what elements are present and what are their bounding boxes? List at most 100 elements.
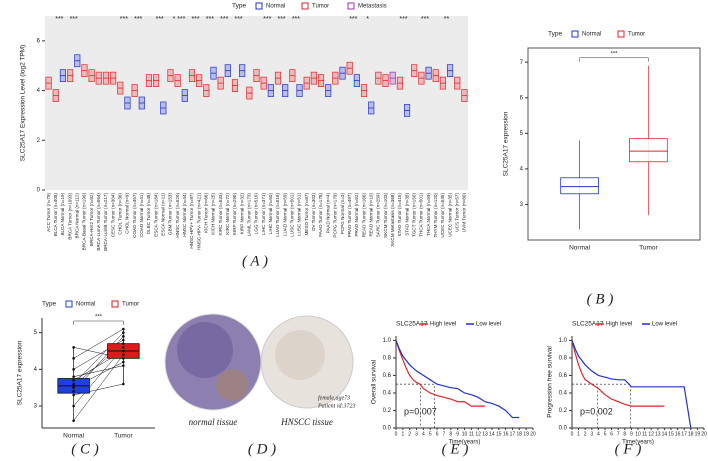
x-tick-label: 20 [701, 431, 707, 437]
point [72, 375, 75, 378]
x-tick-label: KIRC Tumor (n=533) [218, 193, 223, 236]
y-tick-label: 4 [34, 367, 38, 373]
legend-title: SLC25A17 [396, 321, 428, 328]
point [122, 338, 125, 342]
x-tick-label: READ Normal (n=10) [368, 193, 373, 237]
x-tick-label: KIRP Normal (n=32) [239, 193, 244, 235]
x-tick-label: BRCA Tumor (n=1093) [67, 193, 72, 240]
x-tick-label: PAAD Tumor (n=178) [318, 193, 323, 237]
x-tick-label: LUSC Tumor (n=501) [290, 193, 295, 237]
x-tick-label: 6 [610, 431, 613, 437]
y-axis-label: SLC25A17 Expression Level (log2 TPM) [20, 45, 27, 162]
x-tick-label: 13 [482, 431, 488, 437]
tissue-images [164, 313, 354, 411]
legend-label: High level [430, 322, 456, 328]
y-tick-label: 4 [520, 166, 524, 172]
x-tick-label: CHOL Tumor (n=36) [117, 193, 122, 235]
significance: *** [263, 16, 271, 23]
legend-swatch [571, 30, 579, 38]
p-value: p=0.007 [404, 407, 437, 417]
point [122, 360, 125, 364]
x-tick-label: 18 [688, 431, 694, 437]
x-tick-label: LUSC Normal (n=51) [297, 193, 302, 236]
x-tick-label: 15 [496, 431, 502, 437]
x-tick-label: CESC Tumor (n=304) [110, 193, 115, 238]
legend-label: Normal [266, 4, 285, 10]
x-tick-label: LIHC Normal (n=50) [268, 193, 273, 235]
point [122, 349, 125, 353]
x-tick-label: 14 [662, 431, 668, 437]
significance: *** [191, 16, 199, 23]
x-tick-label: PCPG Tumor (n=179) [333, 193, 338, 238]
y-tick-label: 0 [37, 188, 41, 194]
y-tick-label: 1.0 [383, 338, 392, 344]
x-tick-label: SARC Tumor (n=259) [376, 193, 381, 238]
y-tick-label: 6 [37, 38, 41, 44]
x-tick-label: LAML Tumor (n=173) [247, 193, 252, 237]
significance: * [173, 16, 176, 23]
x-tick-label: THCA Tumor (n=501) [419, 193, 424, 237]
x-tick-label: Tumor [114, 433, 133, 440]
x-tick-label: 20 [530, 431, 536, 437]
x-tick-label: 12 [475, 431, 481, 437]
legend-swatch [65, 300, 73, 308]
x-tick-label: 8 [623, 431, 626, 437]
legend-label: High level [606, 322, 632, 328]
y-axis-label: Overall survival [371, 359, 378, 404]
plot-frame [527, 47, 701, 241]
x-tick-label: 18 [517, 431, 523, 437]
legend-label: Low level [652, 322, 677, 328]
point [72, 368, 75, 371]
x-tick-label: TGCT Tumor (n=150) [411, 193, 416, 237]
x-tick-label: Normal [569, 245, 591, 252]
point [122, 335, 125, 338]
x-tick-label: 10 [635, 431, 641, 437]
x-tick-label: 7 [443, 431, 446, 437]
x-tick-label: LUAD Tumor (n=515) [275, 193, 280, 237]
legend-label: Tumor [628, 32, 645, 38]
legend-label: Tumor [122, 302, 139, 308]
legend-label: Normal [76, 302, 95, 308]
point [72, 382, 75, 386]
significance: *** [120, 16, 128, 23]
y-tick-label: 3 [520, 202, 524, 208]
point [72, 384, 75, 388]
x-tick-label: READ Tumor (n=166) [361, 193, 366, 238]
y-tick-label: 6 [520, 95, 524, 101]
x-tick-label: 2 [408, 431, 411, 437]
legend-label: Low level [476, 322, 501, 328]
significance: * [366, 16, 369, 23]
x-tick-label: HNSC-HPV+ Tumor (n=97) [189, 193, 194, 249]
significance: *** [399, 16, 407, 23]
x-tick-label: 17 [681, 431, 687, 437]
y-tick-label: 0.6 [383, 373, 392, 379]
x-tick-label: BRCA-Basal Tumor (n=190) [82, 193, 87, 251]
x-tick-label: PCPG Normal (n=3) [340, 193, 345, 235]
point [122, 346, 125, 349]
x-tick-label: BRCA Normal (n=112) [74, 193, 79, 239]
x-tick-label: OV Tumor (n=303) [311, 193, 316, 232]
x-axis-label: Time(years) [449, 440, 481, 446]
significance: *** [95, 315, 103, 321]
x-tick-label: PRAD Normal (n=52) [354, 193, 359, 237]
x-tick-label: COAD Normal (n=41) [139, 193, 144, 238]
y-tick-label: 1.0 [559, 338, 568, 344]
significance: *** [134, 16, 142, 23]
x-tick-label: 6 [436, 431, 439, 437]
significance: *** [421, 16, 429, 23]
x-tick-label: 1 [401, 431, 404, 437]
x-tick-label: SKCM Metastasis (n=368) [390, 193, 395, 247]
plot-background [45, 16, 468, 190]
x-tick-label: 14 [489, 431, 495, 437]
y-tick-label: 0.8 [383, 355, 392, 361]
y-tick-label: 5 [520, 131, 524, 137]
pair-line [73, 365, 124, 377]
y-tick-label: 0.4 [559, 391, 568, 397]
y-axis-label: Progression free survival [547, 346, 554, 418]
x-tick-label: PAAD Normal (n=4) [325, 193, 330, 234]
x-tick-label: BLCA Tumor (n=408) [53, 193, 58, 237]
x-tick-label: THYM Tumor (n=120) [433, 193, 438, 238]
x-tick-label: UCEC Tumor (n=545) [440, 193, 445, 238]
x-tick-label: BRCA-Her2 Tumor (n=82) [89, 193, 94, 247]
point [122, 327, 125, 331]
